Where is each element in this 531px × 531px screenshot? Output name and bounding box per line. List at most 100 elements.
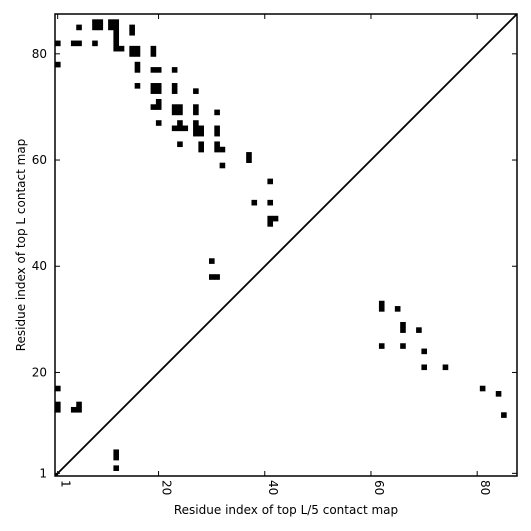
lower-contact-cell-14 bbox=[55, 385, 61, 392]
upper-contact-cell-10 bbox=[108, 19, 114, 25]
upper-contact-cell-71 bbox=[251, 199, 258, 206]
upper-contact-cell-44 bbox=[177, 104, 183, 110]
upper-contact-cell-38 bbox=[155, 104, 162, 110]
upper-contact-cell-67 bbox=[219, 146, 226, 153]
upper-contact-cell-58 bbox=[193, 130, 199, 137]
upper-contact-cell-13 bbox=[113, 24, 120, 31]
lower-contact-cell-21 bbox=[113, 454, 120, 461]
upper-contact-cell-32 bbox=[150, 83, 157, 89]
lower-contact-cell-22 bbox=[113, 465, 120, 471]
upper-contact-cell-21 bbox=[129, 45, 135, 52]
upper-contact-cell-30 bbox=[150, 67, 157, 73]
lower-contact-cell-20 bbox=[113, 449, 120, 456]
upper-contact-cell-56 bbox=[193, 125, 199, 132]
upper-contact-cell-76 bbox=[267, 221, 274, 227]
upper-contact-cell-57 bbox=[198, 125, 204, 132]
y-tick-label-1: 20 bbox=[32, 365, 47, 379]
upper-contact-cell-2 bbox=[76, 24, 82, 31]
upper-contact-cell-7 bbox=[97, 19, 104, 25]
upper-contact-cell-19 bbox=[129, 24, 135, 31]
upper-contact-cell-46 bbox=[177, 109, 183, 116]
upper-contact-cell-37 bbox=[155, 98, 162, 105]
upper-contact-cell-39 bbox=[155, 120, 162, 126]
upper-contact-cell-74 bbox=[267, 215, 274, 222]
upper-contact-cell-1 bbox=[55, 61, 61, 68]
upper-contact-cell-40 bbox=[171, 67, 178, 73]
lower-contact-cell-7 bbox=[400, 343, 406, 349]
x-tick-label-1: 20 bbox=[160, 480, 174, 495]
upper-contact-cell-41 bbox=[171, 83, 178, 89]
lower-contact-cell-10 bbox=[442, 364, 449, 371]
upper-contact-cell-4 bbox=[70, 40, 77, 47]
plot-frame bbox=[54, 13, 518, 477]
lower-contact-cell-6 bbox=[378, 343, 385, 349]
upper-contact-cell-9 bbox=[97, 24, 104, 31]
y-axis-ticks: 1 20 40 60 80 bbox=[32, 47, 517, 480]
upper-contact-cell-17 bbox=[113, 45, 120, 52]
lower-contact-cell-3 bbox=[400, 322, 406, 328]
upper-contact-cell-12 bbox=[108, 24, 114, 31]
upper-contact-cell-65 bbox=[214, 141, 220, 148]
upper-contact-cell-50 bbox=[182, 125, 189, 132]
upper-contact-cell-63 bbox=[214, 125, 220, 132]
lower-contact-cell-2 bbox=[394, 306, 401, 312]
upper-contact-cell-34 bbox=[150, 88, 157, 94]
upper-contact-marks bbox=[55, 19, 279, 280]
lower-contact-cell-11 bbox=[479, 385, 486, 392]
upper-contact-cell-49 bbox=[177, 125, 183, 132]
upper-contact-cell-29 bbox=[150, 51, 157, 57]
upper-contact-cell-8 bbox=[92, 24, 98, 31]
upper-contact-cell-47 bbox=[177, 120, 183, 126]
y-tick-label-4: 80 bbox=[32, 47, 47, 61]
upper-contact-cell-66 bbox=[214, 146, 220, 153]
x-axis-ticks: 1 20 40 60 80 bbox=[57, 14, 492, 495]
upper-contact-cell-73 bbox=[267, 199, 274, 206]
upper-contact-cell-6 bbox=[92, 19, 98, 25]
lower-contact-cell-8 bbox=[421, 348, 428, 355]
upper-contact-cell-16 bbox=[113, 40, 120, 47]
lower-contact-cell-19 bbox=[76, 406, 82, 413]
y-axis-label: Residue index of top L contact map bbox=[14, 139, 28, 352]
upper-contact-cell-75 bbox=[272, 215, 279, 222]
x-tick-label-2: 40 bbox=[266, 480, 280, 495]
y-tick-label-2: 40 bbox=[32, 259, 47, 273]
lower-contact-cell-5 bbox=[416, 327, 422, 333]
lower-contact-cell-16 bbox=[55, 406, 61, 413]
lower-contact-cell-15 bbox=[55, 401, 61, 408]
lower-contact-cell-18 bbox=[76, 401, 82, 408]
upper-contact-cell-72 bbox=[267, 178, 274, 185]
upper-contact-cell-23 bbox=[129, 51, 135, 57]
lower-contact-cell-12 bbox=[495, 391, 502, 397]
lower-contact-cell-17 bbox=[70, 406, 77, 413]
upper-contact-cell-64 bbox=[214, 130, 220, 137]
diagonal-line bbox=[54, 13, 518, 477]
upper-contact-cell-3 bbox=[76, 40, 82, 47]
upper-contact-cell-62 bbox=[214, 109, 220, 116]
upper-contact-cell-79 bbox=[214, 274, 220, 280]
upper-contact-cell-59 bbox=[198, 130, 204, 137]
lower-contact-cell-9 bbox=[421, 364, 428, 371]
x-tick-label-3: 60 bbox=[372, 480, 386, 495]
x-tick-label-0: 1 bbox=[59, 480, 73, 488]
upper-contact-cell-61 bbox=[198, 146, 204, 153]
upper-contact-cell-27 bbox=[134, 83, 141, 89]
upper-contact-cell-53 bbox=[193, 104, 199, 110]
upper-contact-cell-26 bbox=[134, 67, 141, 73]
upper-contact-cell-78 bbox=[209, 274, 215, 280]
upper-contact-cell-18 bbox=[118, 45, 125, 52]
lower-contact-cell-13 bbox=[501, 412, 507, 418]
upper-contact-cell-11 bbox=[113, 19, 120, 25]
upper-contact-cell-77 bbox=[209, 258, 215, 264]
upper-contact-cell-33 bbox=[155, 83, 162, 89]
upper-contact-cell-48 bbox=[171, 125, 178, 132]
upper-contact-cell-0 bbox=[55, 40, 61, 47]
upper-contact-cell-31 bbox=[155, 67, 162, 73]
upper-contact-cell-24 bbox=[134, 51, 141, 57]
upper-contact-cell-35 bbox=[155, 88, 162, 94]
x-axis-label: Residue index of top L/5 contact map bbox=[174, 503, 398, 517]
upper-contact-cell-51 bbox=[177, 141, 183, 148]
upper-contact-cell-20 bbox=[129, 29, 135, 36]
x-tick-label-4: 80 bbox=[478, 480, 492, 495]
upper-contact-cell-70 bbox=[246, 157, 252, 163]
